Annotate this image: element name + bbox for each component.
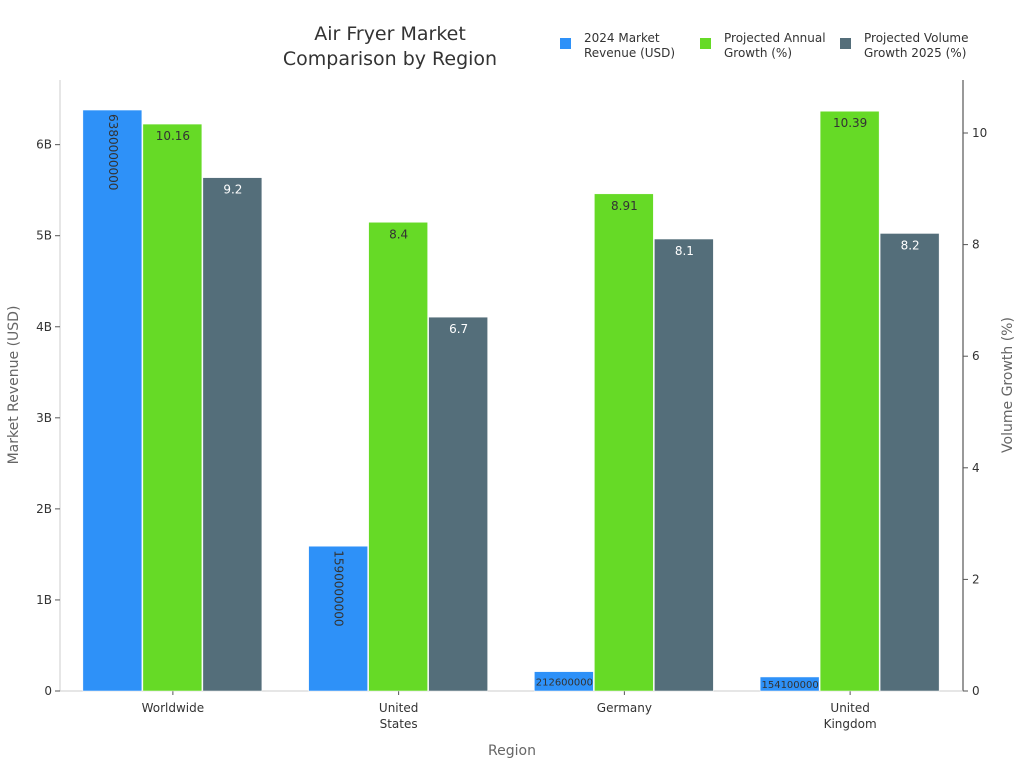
- x-tick-label: Germany: [597, 701, 652, 715]
- data-label: 212600000: [536, 677, 593, 688]
- y-tick-label: 6B: [36, 138, 52, 152]
- legend-label: 2024 Market Revenue (USD): [584, 31, 675, 60]
- bar: [819, 110, 880, 692]
- bar: [428, 316, 488, 692]
- bar: [879, 233, 940, 692]
- y-tick-label: 1B: [36, 593, 52, 607]
- y2-tick-label: 4: [972, 461, 980, 475]
- y-tick-label: 5B: [36, 229, 52, 243]
- legend-label: Projected Annual Growth (%): [724, 31, 826, 60]
- y2-tick-label: 6: [972, 349, 980, 363]
- x-tick-label: United States: [379, 701, 418, 731]
- y-axis-title: Market Revenue (USD): [6, 306, 22, 465]
- data-label: 10.39: [833, 116, 867, 130]
- data-label: 6380000000: [106, 114, 120, 190]
- bar: [308, 545, 368, 692]
- y-tick-label: 0: [44, 684, 52, 698]
- data-label: 154100000: [761, 680, 818, 691]
- data-label: 1590000000: [332, 550, 346, 626]
- x-axis-title: Region: [488, 743, 536, 759]
- bar: [654, 238, 714, 692]
- bar: [594, 193, 654, 692]
- x-tick-label: Worldwide: [142, 701, 205, 715]
- bar: [82, 109, 143, 692]
- data-label: 8.1: [675, 244, 694, 258]
- y2-axis-title: Volume Growth (%): [1000, 317, 1016, 453]
- data-label: 6.7: [449, 322, 468, 336]
- y-tick-label: 4B: [36, 320, 52, 334]
- bar: [759, 676, 820, 692]
- data-label: 10.16: [156, 129, 190, 143]
- bar: [142, 123, 203, 692]
- data-label: 8.4: [389, 227, 408, 241]
- y2-tick-label: 8: [972, 238, 980, 252]
- data-label: 8.91: [611, 199, 638, 213]
- bar: [202, 177, 263, 692]
- bar: [534, 671, 594, 692]
- legend-swatch: [700, 38, 711, 49]
- y-tick-label: 3B: [36, 411, 52, 425]
- chart-title: Air Fryer Market Comparison by Region: [283, 23, 497, 70]
- legend-swatch: [840, 38, 851, 49]
- x-tick-label: United Kingdom: [824, 701, 877, 731]
- legend-label: Projected Volume Growth 2025 (%): [864, 31, 969, 60]
- y2-tick-label: 2: [972, 572, 980, 586]
- y-tick-label: 2B: [36, 502, 52, 516]
- legend-swatch: [560, 38, 571, 49]
- data-label: 9.2: [223, 183, 242, 197]
- y2-tick-label: 0: [972, 684, 980, 698]
- data-label: 8.2: [901, 238, 920, 252]
- y2-tick-label: 10: [972, 126, 987, 140]
- bar: [368, 222, 428, 692]
